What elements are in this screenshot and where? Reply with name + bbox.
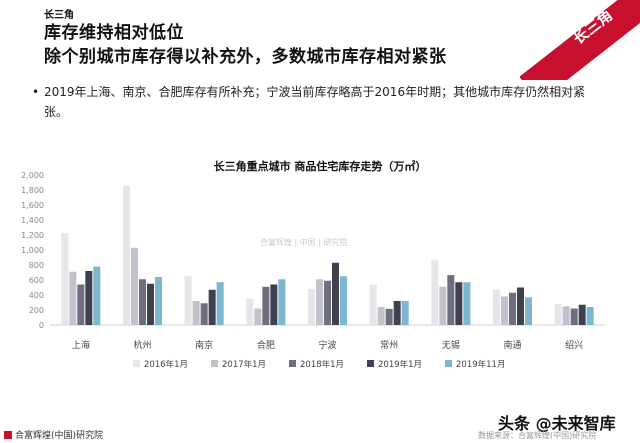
footer-source-logo: 合富辉煌(中国)研究院 — [4, 428, 103, 441]
bar-南京-2019年1月 — [208, 289, 216, 325]
bar-绍兴-2017年1月 — [562, 306, 570, 325]
bullet-point: • 2019年上海、南京、合肥库存有所补充；宁波当前库存略高于2016年时期；其… — [32, 82, 604, 122]
bar-合肥-2019年11月 — [278, 279, 286, 325]
brand-watermark: 头条 @未来智库 — [498, 414, 616, 433]
x-tick-label: 合肥 — [257, 339, 275, 351]
bar-chart: 0 200 400 600 800 1,000 1,200 1,400 1,600 1,800 2,… — [21, 171, 605, 370]
bar-南京-2019年11月 — [216, 282, 224, 325]
y-tick-label: 1,200 — [21, 231, 44, 240]
x-tick-label: 上海 — [72, 339, 90, 351]
bar-上海-2018年1月 — [77, 284, 85, 325]
bar-绍兴-2019年11月 — [586, 307, 594, 325]
bar-绍兴-2016年1月 — [554, 304, 562, 325]
y-tick-label: 1,000 — [21, 246, 44, 255]
bar-无锡-2016年1月 — [431, 259, 439, 325]
bar-宁波-2017年1月 — [316, 279, 323, 325]
page-subtitle: 除个别城市库存得以补充外，多数城市库存相对紧张 — [44, 47, 447, 67]
x-tick-label: 宁波 — [318, 339, 336, 351]
bar-无锡-2018年1月 — [447, 275, 455, 325]
bar-南通-2019年11月 — [525, 297, 532, 325]
x-tick-label: 常州 — [380, 339, 398, 351]
bar-宁波-2016年1月 — [308, 289, 315, 325]
legend-swatch — [133, 360, 140, 367]
bar-杭州-2016年1月 — [123, 185, 130, 325]
corner-ribbon: 长三角 — [520, 0, 640, 80]
bar-上海-2019年11月 — [93, 266, 101, 325]
bar-合肥-2018年1月 — [262, 286, 270, 325]
legend-label: 2019年1月 — [378, 359, 422, 370]
bar-宁波-2018年1月 — [324, 280, 331, 325]
bar-上海-2019年1月 — [85, 271, 93, 325]
center-watermark: 合富辉煌 | 中国 | 研究院 — [260, 238, 348, 247]
legend-label: 2016年1月 — [144, 359, 188, 370]
footer-data-source: 数据来源：合富辉煌(中国)研究院 — [478, 431, 597, 440]
bar-杭州-2018年1月 — [139, 279, 146, 325]
bar-杭州-2019年11月 — [155, 277, 162, 325]
section-tag: 长三角 — [44, 10, 74, 21]
legend-label: 2018年1月 — [300, 359, 344, 370]
footer-company: 合富辉煌(中国)研究院 — [15, 431, 104, 441]
bar-无锡-2019年11月 — [463, 282, 471, 325]
chart-title: 长三角重点城市 商品住宅库存走势（万㎡） — [213, 160, 427, 173]
x-tick-label: 南京 — [195, 339, 213, 351]
x-tick-label: 无锡 — [442, 340, 460, 351]
y-tick-label: 1,600 — [21, 201, 44, 210]
bullet-text: 2019年上海、南京、合肥库存有所补充；宁波当前库存略高于2016年时期；其他城… — [44, 85, 586, 119]
legend-swatch — [289, 360, 296, 367]
x-tick-label: 南通 — [503, 339, 521, 351]
bar-宁波-2019年1月 — [332, 262, 339, 325]
bar-杭州-2017年1月 — [131, 247, 138, 325]
y-tick-label: 200 — [29, 306, 44, 315]
bar-绍兴-2019年1月 — [578, 304, 586, 325]
x-tick-label: 绍兴 — [565, 339, 583, 351]
bar-上海-2017年1月 — [69, 271, 77, 325]
bar-绍兴-2018年1月 — [570, 308, 578, 325]
bar-常州-2016年1月 — [369, 284, 377, 325]
bar-上海-2016年1月 — [61, 233, 69, 325]
bar-南京-2018年1月 — [200, 303, 208, 325]
bar-合肥-2017年1月 — [254, 308, 262, 325]
y-tick-label: 1,400 — [21, 216, 44, 225]
x-tick-label: 杭州 — [133, 339, 151, 351]
legend-swatch — [367, 360, 374, 367]
bar-南通-2017年1月 — [501, 296, 508, 325]
bar-南通-2019年1月 — [517, 287, 524, 325]
bar-南通-2018年1月 — [509, 292, 516, 325]
bar-无锡-2017年1月 — [439, 286, 447, 325]
y-tick-label: 600 — [29, 276, 44, 285]
page-title: 库存维持相对低位 — [44, 23, 184, 43]
y-tick-label: 400 — [29, 291, 44, 300]
legend-label: 2017年1月 — [222, 359, 266, 370]
bar-合肥-2019年1月 — [270, 284, 278, 325]
bullet-marker: • — [32, 85, 40, 99]
legend-label: 2019年11月 — [456, 359, 505, 370]
bar-常州-2017年1月 — [377, 307, 385, 325]
bar-无锡-2019年1月 — [455, 282, 463, 325]
bar-宁波-2019年11月 — [340, 276, 347, 325]
bar-南通-2016年1月 — [493, 289, 500, 325]
bar-南京-2016年1月 — [184, 276, 192, 325]
legend-swatch — [211, 360, 218, 367]
y-tick-label: 1,800 — [21, 186, 44, 195]
y-tick-label: 2,000 — [21, 171, 44, 180]
bar-合肥-2016年1月 — [246, 298, 254, 325]
company-logo-icon — [4, 430, 12, 439]
y-tick-label: 800 — [29, 261, 44, 270]
bar-杭州-2019年1月 — [147, 283, 154, 325]
legend-swatch — [445, 360, 452, 367]
bar-常州-2019年1月 — [393, 301, 401, 325]
bar-常州-2019年11月 — [401, 301, 409, 325]
bar-南京-2017年1月 — [192, 301, 200, 325]
y-tick-label: 0 — [39, 321, 44, 330]
bar-常州-2018年1月 — [385, 308, 393, 325]
